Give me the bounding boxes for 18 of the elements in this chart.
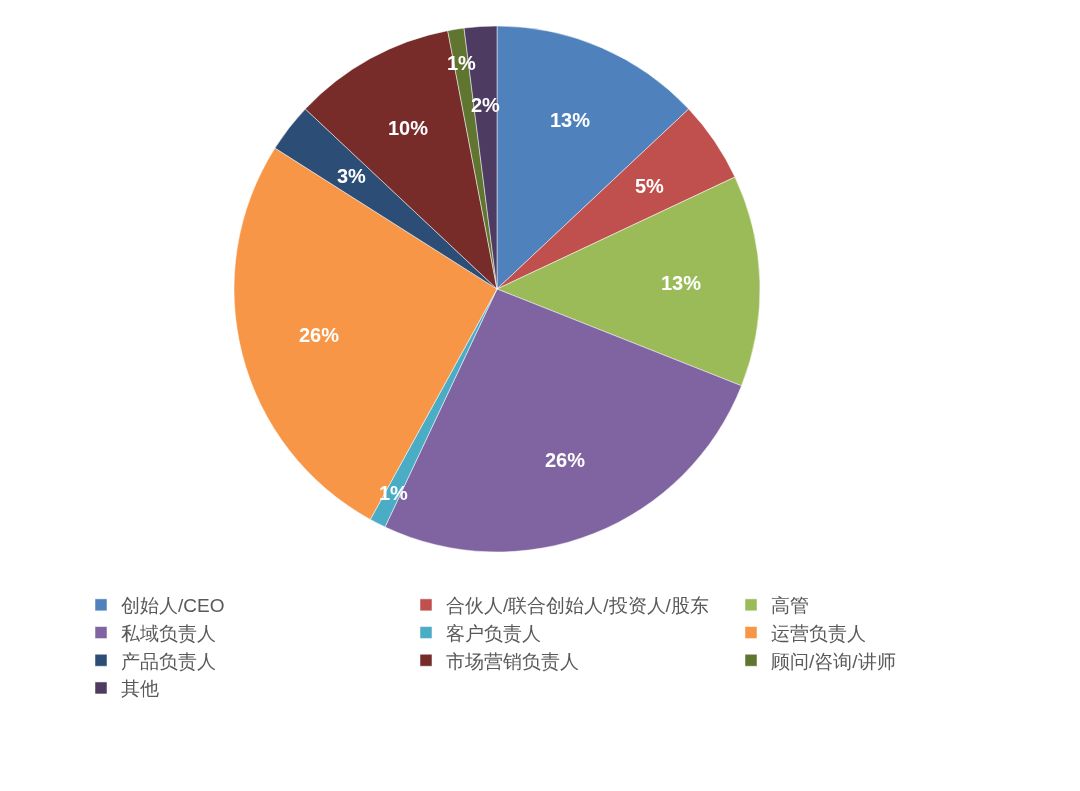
legend-label: 私域负责人	[121, 622, 216, 644]
legend-label: 高管	[771, 595, 809, 617]
data-label: 5%	[635, 175, 665, 197]
legend-label: 客户负责人	[446, 622, 541, 644]
data-label: 13%	[550, 109, 591, 131]
legend-label: 其他	[121, 678, 159, 700]
data-label: 26%	[545, 449, 586, 471]
data-label: 13%	[661, 272, 702, 294]
legend-label: 产品负责人	[121, 650, 216, 672]
data-label: 3%	[337, 165, 367, 187]
legend-label: 市场营销负责人	[446, 650, 579, 672]
legend-label: 合伙人/联合创始人/投资人/股东	[446, 595, 709, 617]
legend-label: 运营负责人	[771, 622, 866, 644]
legend-label: 创始人/CEO	[121, 595, 225, 617]
legend-label: 顾问/咨询/讲师	[771, 650, 896, 672]
data-label: 1%	[447, 52, 477, 74]
data-label: 10%	[388, 117, 429, 139]
data-label: 26%	[299, 324, 340, 346]
